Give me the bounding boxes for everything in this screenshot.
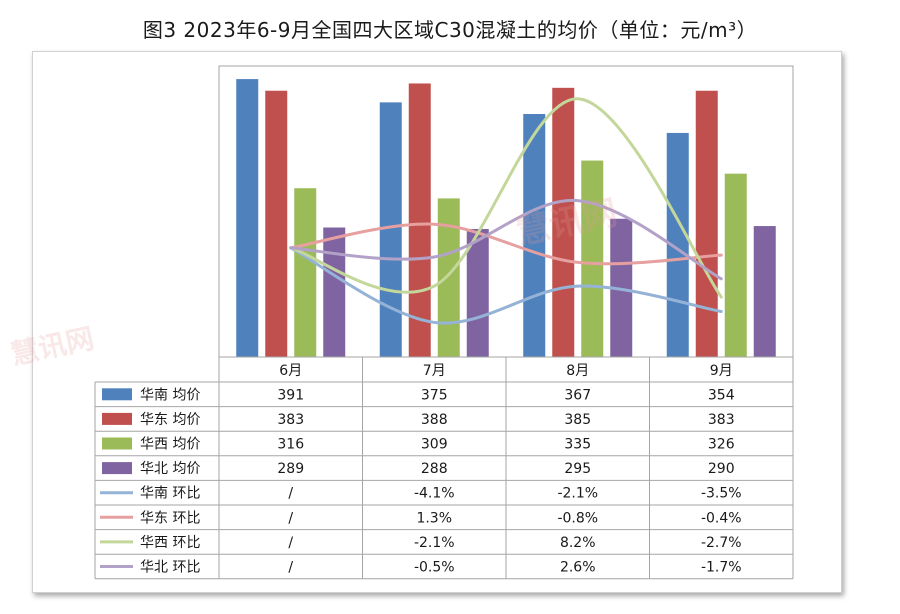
legend-label: 华东 均价 bbox=[140, 412, 200, 428]
bar bbox=[294, 188, 317, 357]
table-cell: 383 bbox=[708, 412, 735, 428]
table-cell: / bbox=[288, 535, 293, 551]
series-line bbox=[289, 199, 723, 281]
table-cell: 295 bbox=[564, 461, 591, 477]
table-cell: 2.6% bbox=[560, 560, 596, 576]
table-cell: 354 bbox=[708, 387, 735, 403]
category-label: 8月 bbox=[566, 363, 589, 379]
table-cell: 326 bbox=[708, 437, 735, 453]
table-cell: 385 bbox=[564, 412, 591, 428]
legend-label: 华南 均价 bbox=[140, 387, 200, 403]
series-line bbox=[289, 246, 723, 325]
table-cell: 290 bbox=[708, 461, 735, 477]
table-cell: -2.1% bbox=[414, 535, 455, 551]
table-cell: 388 bbox=[421, 412, 448, 428]
table-cell: 1.3% bbox=[416, 510, 452, 526]
bar bbox=[437, 198, 460, 357]
series-line bbox=[289, 222, 723, 266]
bar bbox=[236, 79, 259, 357]
legend-label: 华北 环比 bbox=[140, 560, 200, 576]
legend-key-bar bbox=[102, 388, 132, 401]
table-cell: / bbox=[288, 486, 293, 502]
table-cell: -3.5% bbox=[701, 486, 742, 502]
bar bbox=[466, 228, 489, 357]
bar bbox=[753, 226, 776, 357]
category-label: 7月 bbox=[423, 363, 446, 379]
legend-key-bar bbox=[102, 412, 132, 425]
table-cell: 391 bbox=[277, 387, 304, 403]
chart-frame: 6月 7月 8月 9月华南 均价 391 375 367 354 华东 均价 383 388 385 3… bbox=[32, 51, 842, 593]
table-cell: -4.1% bbox=[414, 486, 455, 502]
table-cell: / bbox=[288, 560, 293, 576]
bar bbox=[265, 90, 288, 358]
bar bbox=[724, 173, 747, 357]
category-label: 9月 bbox=[710, 363, 733, 379]
legend-label: 华南 环比 bbox=[140, 486, 200, 502]
bar bbox=[523, 114, 546, 357]
table-cell: -2.1% bbox=[557, 486, 598, 502]
table-cell: -0.5% bbox=[414, 560, 455, 576]
legend-key-bar bbox=[102, 437, 132, 450]
bar bbox=[379, 102, 402, 357]
series-line bbox=[289, 97, 723, 299]
table-cell: -2.7% bbox=[701, 535, 742, 551]
table-cell: / bbox=[288, 510, 293, 526]
legend-key-bar bbox=[102, 462, 132, 475]
category-label: 6月 bbox=[279, 363, 302, 379]
table-cell: -1.7% bbox=[701, 560, 742, 576]
legend-label: 华西 均价 bbox=[140, 437, 200, 453]
table-cell: 289 bbox=[277, 461, 304, 477]
table-cell: -0.4% bbox=[701, 510, 742, 526]
table-cell: -0.8% bbox=[557, 510, 598, 526]
chart-title: 图3 2023年6-9月全国四大区域C30混凝土的均价（单位：元/m³） bbox=[142, 18, 758, 42]
table-cell: 8.2% bbox=[560, 535, 596, 551]
bar bbox=[581, 160, 604, 357]
legend-label: 华东 环比 bbox=[140, 510, 200, 526]
legend-label: 华北 均价 bbox=[140, 461, 200, 477]
table-cell: 316 bbox=[277, 437, 304, 453]
table-cell: 288 bbox=[421, 461, 448, 477]
legend-label: 华西 环比 bbox=[140, 535, 200, 551]
table-cell: 335 bbox=[564, 437, 591, 453]
bar bbox=[695, 90, 718, 358]
table-cell: 383 bbox=[277, 412, 304, 428]
table-cell: 375 bbox=[421, 387, 448, 403]
table-cell: 367 bbox=[564, 387, 591, 403]
bar bbox=[323, 227, 346, 357]
table-cell: 309 bbox=[421, 437, 448, 453]
